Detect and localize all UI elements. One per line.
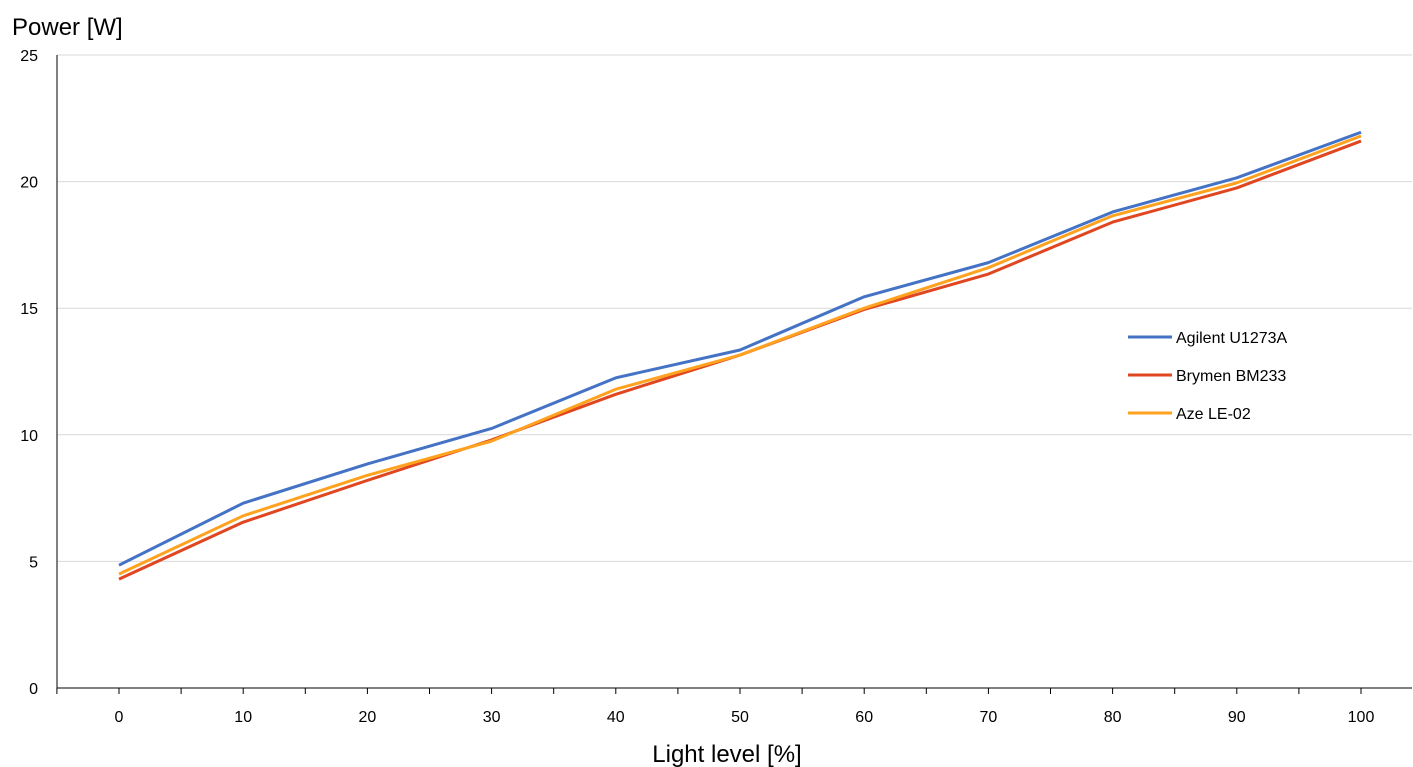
x-tick-label: 100 (1348, 709, 1375, 726)
axes (56, 55, 1412, 694)
series-line-aze-le-02 (118, 134, 1362, 576)
legend-label: Aze LE-02 (1176, 406, 1251, 423)
x-tick-label: 90 (1228, 709, 1246, 726)
legend-label: Agilent U1273A (1176, 330, 1288, 347)
x-tick-label: 50 (731, 709, 749, 726)
legend: Agilent U1273A Brymen BM233 Aze LE-02 (1128, 330, 1288, 423)
y-tick-label: 5 (29, 554, 38, 571)
x-tick-label: 60 (855, 709, 873, 726)
series-line-agilent-u1273a (118, 130, 1362, 567)
x-tick-label: 70 (980, 709, 998, 726)
y-tick-labels: 0 5 10 15 20 25 (20, 48, 38, 698)
y-tick-label: 0 (29, 681, 38, 698)
legend-label: Brymen BM233 (1176, 368, 1286, 385)
y-tick-label: 25 (20, 48, 38, 65)
x-tick-label: 80 (1104, 709, 1122, 726)
x-tick-label: 40 (607, 709, 625, 726)
x-tick-label: 0 (115, 709, 124, 726)
series-line-brymen-bm233 (118, 139, 1362, 581)
x-tick-label: 20 (359, 709, 377, 726)
y-tick-label: 20 (20, 175, 38, 192)
y-axis-label: Power [W] (12, 14, 123, 41)
x-axis-label: Light level [%] (652, 741, 801, 767)
series-lines (118, 130, 1362, 581)
gridlines (57, 54, 1412, 562)
x-tick-label: 10 (234, 709, 252, 726)
x-tick-labels: 0 10 20 30 40 50 60 70 80 90 100 (115, 709, 1375, 726)
y-tick-label: 10 (20, 428, 38, 445)
y-tick-label: 15 (20, 301, 38, 318)
x-tick-label: 30 (483, 709, 501, 726)
